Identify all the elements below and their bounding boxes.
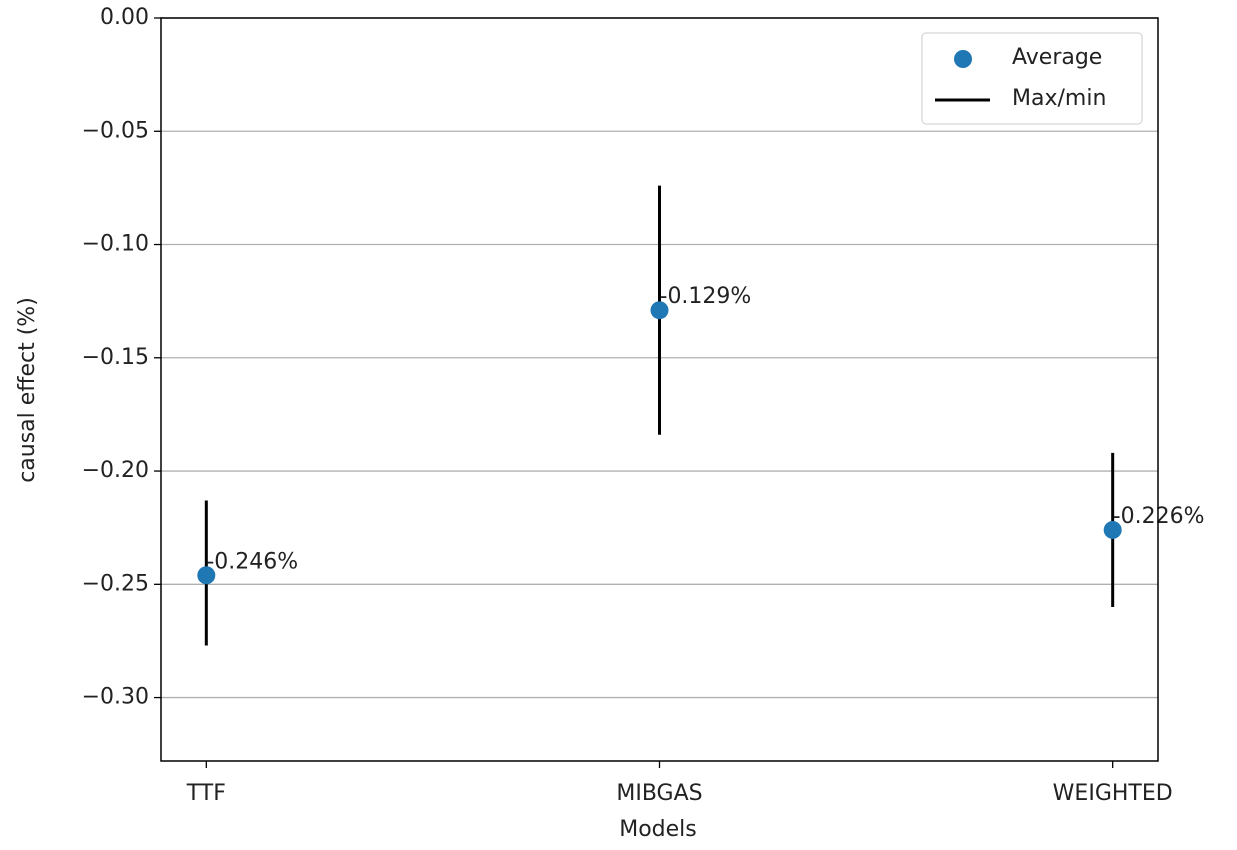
value-label: -0.246% xyxy=(206,549,298,574)
legend-marker xyxy=(954,50,972,68)
average-point xyxy=(1103,520,1122,539)
y-axis-label: causal effect (%) xyxy=(15,297,40,483)
y-tick-label: −0.10 xyxy=(82,232,149,257)
y-tick-label: −0.20 xyxy=(82,458,149,483)
x-tick-label: MIBGAS xyxy=(616,781,702,806)
x-tick-label: TTF xyxy=(186,781,226,806)
average-point xyxy=(197,566,216,585)
plot-frame xyxy=(160,17,1159,762)
legend-label: Max/min xyxy=(1012,86,1106,111)
legend-label: Average xyxy=(1012,45,1102,70)
y-tick-label: −0.05 xyxy=(82,118,149,143)
y-tick-label: −0.25 xyxy=(82,571,149,596)
x-tick-label: WEIGHTED xyxy=(1053,781,1173,806)
value-label: -0.129% xyxy=(660,284,752,309)
y-tick-label: 0.00 xyxy=(100,5,149,30)
average-point xyxy=(650,301,669,320)
x-axis-label: Models xyxy=(619,817,697,842)
y-tick-label: −0.15 xyxy=(82,345,149,370)
y-tick-label: −0.30 xyxy=(82,685,149,710)
